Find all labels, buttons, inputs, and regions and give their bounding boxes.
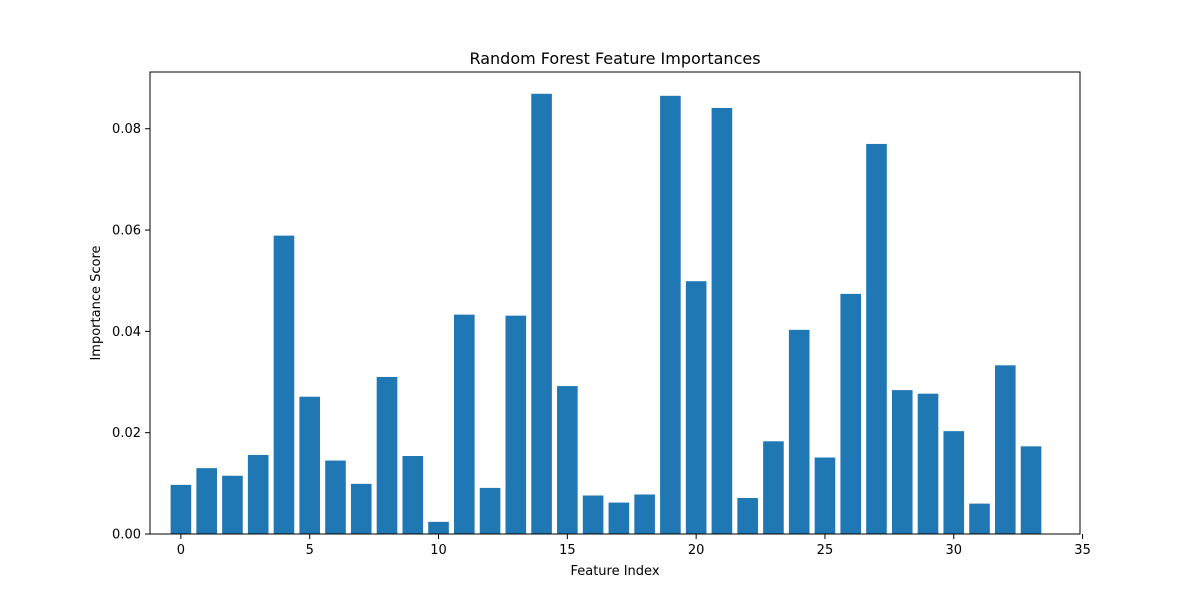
bar-feature-29 <box>917 393 939 534</box>
bar-feature-14 <box>531 93 552 534</box>
y-axis-ticks: 0.00 0.02 0.04 0.06 0.08 <box>112 122 150 543</box>
bar-feature-1 <box>196 468 217 534</box>
x-tick-label: 30 <box>945 543 962 558</box>
bar-feature-18 <box>634 494 655 534</box>
bar-feature-12 <box>479 487 501 534</box>
x-tick-label: 15 <box>559 543 576 558</box>
bar-feature-10 <box>428 521 449 534</box>
x-axis-ticks: 0 5 10 15 20 25 30 35 <box>177 534 1091 558</box>
y-tick-label: 0.02 <box>112 426 141 441</box>
bar-feature-19 <box>660 95 681 534</box>
plot-area-frame <box>149 71 1081 535</box>
x-tick-label: 5 <box>306 543 314 558</box>
bar-feature-27 <box>866 143 887 534</box>
y-tick-label: 0.00 <box>112 528 141 543</box>
bar-feature-13 <box>505 315 527 534</box>
bar-feature-7 <box>350 483 372 534</box>
y-tick-label: 0.04 <box>112 325 141 340</box>
bar-feature-17 <box>608 502 630 534</box>
bar-feature-0 <box>170 484 192 534</box>
bar-feature-26 <box>840 293 862 534</box>
bar-feature-24 <box>788 329 810 534</box>
bar-feature-5 <box>299 396 321 534</box>
bar-feature-6 <box>325 460 346 534</box>
bar-feature-32 <box>994 365 1016 534</box>
bar-feature-11 <box>453 314 475 534</box>
x-tick-label: 25 <box>817 543 834 558</box>
bar-feature-4 <box>273 235 295 535</box>
bar-feature-30 <box>943 431 965 534</box>
x-tick-label: 10 <box>430 543 447 558</box>
bar-feature-23 <box>763 441 784 534</box>
chart-title: Random Forest Feature Importances <box>469 49 760 68</box>
y-axis-title: Importance Score <box>89 245 104 360</box>
x-tick-label: 35 <box>1074 543 1091 558</box>
bar-feature-8 <box>376 376 398 534</box>
bar-feature-28 <box>891 390 913 534</box>
x-tick-label: 20 <box>688 543 705 558</box>
bar-feature-3 <box>247 454 269 534</box>
x-axis-title: Feature Index <box>570 564 659 579</box>
bar-feature-15 <box>557 386 578 534</box>
x-tick-label: 0 <box>177 543 185 558</box>
bar-feature-2 <box>222 475 243 534</box>
bar-feature-20 <box>685 281 707 534</box>
y-tick-label: 0.08 <box>112 122 141 137</box>
bar-feature-31 <box>969 503 990 534</box>
bar-feature-21 <box>711 107 733 534</box>
y-tick-label: 0.06 <box>112 224 141 239</box>
bar-feature-9 <box>402 455 424 534</box>
bar-series <box>170 93 1042 535</box>
bar-feature-22 <box>737 498 758 534</box>
bar-feature-16 <box>582 495 604 534</box>
bar-feature-33 <box>1020 446 1042 534</box>
bar-feature-25 <box>814 457 836 534</box>
